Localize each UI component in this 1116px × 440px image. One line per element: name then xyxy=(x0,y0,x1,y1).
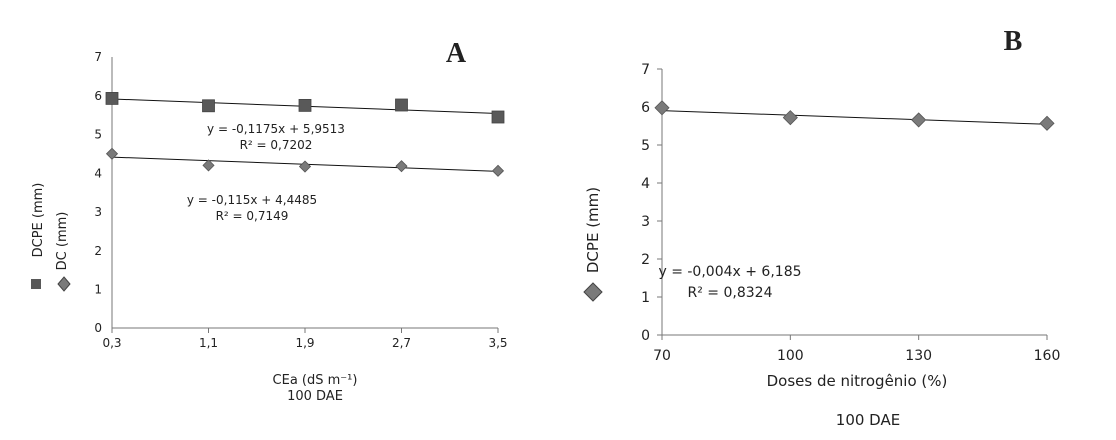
chart-b-caption: 100 DAE xyxy=(836,411,900,429)
x-tick-label: 1,1 xyxy=(199,336,218,350)
chart-b-equation: y = -0,004x + 6,185 xyxy=(658,264,801,280)
data-point-diamond xyxy=(654,100,670,116)
x-tick-label: 70 xyxy=(653,348,671,364)
data-point-diamond xyxy=(105,147,119,160)
y-tick-label: 4 xyxy=(94,166,102,180)
data-point-diamond xyxy=(298,160,312,173)
x-tick-label: 160 xyxy=(1034,348,1061,364)
chart-a-ylabel-dc: DC (mm) xyxy=(55,212,70,271)
y-tick-label: 2 xyxy=(94,244,102,258)
y-tick-label: 4 xyxy=(641,176,650,192)
chart-b-ylabel-dcpe: DCPE (mm) xyxy=(584,187,602,273)
y-tick-label: 2 xyxy=(641,252,650,268)
x-tick-label: 100 xyxy=(777,348,804,364)
chart-a-xlabel: CEa (dS m⁻¹) xyxy=(273,373,358,388)
x-tick-label: 0,3 xyxy=(102,336,121,350)
data-point-diamond xyxy=(911,112,927,128)
chart-a-ylabel-dcpe: DCPE (mm) xyxy=(31,183,46,258)
chart-a-y-ticks: 0 1 2 3 4 5 6 7 xyxy=(94,50,102,335)
chart-a-caption: 100 DAE xyxy=(287,389,343,404)
data-point-diamond xyxy=(202,159,215,172)
chart-b-y-ticks: 0 1 2 3 4 5 6 7 xyxy=(641,62,662,344)
y-tick-label: 0 xyxy=(94,321,102,335)
x-tick-label: 1,9 xyxy=(295,336,314,350)
y-tick-label: 6 xyxy=(94,89,102,103)
data-point-diamond xyxy=(782,110,798,126)
data-point-square xyxy=(491,110,505,124)
chart-b-r2: R² = 0,8324 xyxy=(688,285,773,301)
y-tick-label: 5 xyxy=(641,138,650,154)
chart-b-trendlines xyxy=(661,110,1048,125)
chart-b-points xyxy=(654,100,1055,131)
chart-panel-a: A 0 1 2 3 4 5 6 7 0,3 1,1 1,9 2,7 3,5 y = -0,1175x … xyxy=(31,38,508,404)
y-tick-label: 7 xyxy=(94,50,102,64)
data-point-square xyxy=(105,92,119,105)
x-tick-label: 3,5 xyxy=(488,336,507,350)
chart-a-r2-dcpe: R² = 0,7202 xyxy=(240,138,313,152)
legend-diamond-marker-b xyxy=(583,282,603,302)
chart-b-xlabel: Doses de nitrogênio (%) xyxy=(767,372,948,390)
chart-b-x-ticks: 70 100 130 160 xyxy=(653,335,1060,364)
panel-letter-a: A xyxy=(446,38,467,69)
x-tick-label: 2,7 xyxy=(392,336,411,350)
data-point-square xyxy=(395,98,408,112)
y-tick-label: 1 xyxy=(94,282,102,296)
y-tick-label: 3 xyxy=(94,205,102,219)
chart-a-r2-dc: R² = 0,7149 xyxy=(216,209,289,223)
chart-panel-b: B 0 1 2 3 4 5 6 7 70 100 130 160 y = -0,004x + 6,1… xyxy=(583,26,1060,429)
legend-square-marker xyxy=(31,279,41,289)
chart-a-x-ticks: 0,3 1,1 1,9 2,7 3,5 xyxy=(102,328,508,350)
data-point-diamond xyxy=(395,160,408,173)
y-tick-label: 6 xyxy=(641,100,650,116)
chart-a-points xyxy=(105,92,505,177)
y-tick-label: 0 xyxy=(641,328,650,344)
y-tick-label: 3 xyxy=(641,214,650,230)
chart-a-equation-dcpe: y = -0,1175x + 5,9513 xyxy=(207,122,345,136)
y-tick-label: 1 xyxy=(641,290,650,306)
panel-letter-b: B xyxy=(1004,26,1023,57)
y-tick-label: 5 xyxy=(94,128,102,142)
legend-diamond-marker xyxy=(57,276,71,292)
data-point-square xyxy=(298,98,312,112)
data-point-square xyxy=(202,99,215,113)
data-point-diamond xyxy=(1039,115,1055,131)
data-point-diamond xyxy=(491,164,505,177)
x-tick-label: 130 xyxy=(905,348,932,364)
trendline-primary xyxy=(661,110,1048,125)
chart-a-equation-dc: y = -0,115x + 4,4485 xyxy=(187,193,317,207)
y-tick-label: 7 xyxy=(641,62,650,78)
